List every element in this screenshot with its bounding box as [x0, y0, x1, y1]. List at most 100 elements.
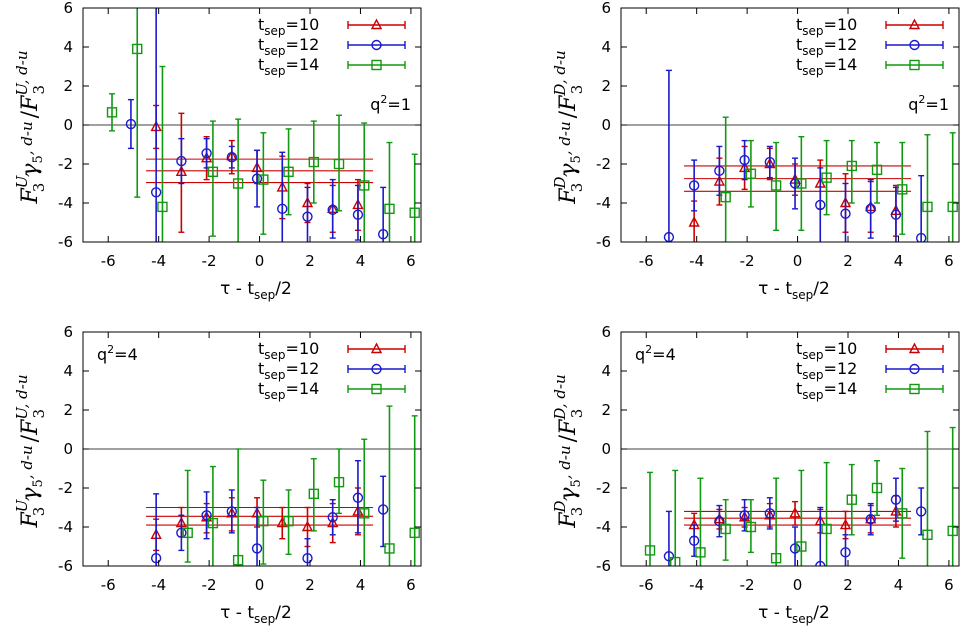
data-point: [277, 151, 288, 242]
marker: [182, 527, 193, 539]
x-tick-label: 0: [255, 576, 265, 594]
data-point: [663, 69, 675, 242]
legend-marker: [909, 363, 920, 375]
data-point: [377, 475, 389, 548]
q2-annotation: q2=4: [97, 343, 138, 364]
x-tick-label: -4: [151, 576, 166, 594]
y-axis-label: FD,3γ5, d-u/FD, d-u3: [551, 50, 586, 204]
marker: [770, 180, 782, 191]
series-t_sep=14: [644, 426, 958, 566]
marker: [258, 174, 269, 185]
x-tick-label: 4: [356, 576, 366, 594]
marker: [915, 506, 927, 517]
marker: [840, 208, 851, 219]
q2-annotation: q2=1: [908, 93, 949, 114]
marker: [789, 506, 801, 518]
series-t_sep=12: [663, 477, 927, 566]
y-tick-label: 6: [601, 323, 611, 341]
data-point: [871, 141, 883, 204]
legend-marker: [371, 383, 382, 395]
legend-label: tsep=10: [796, 15, 857, 38]
data-point: [890, 186, 902, 242]
data-point: [796, 135, 807, 232]
marker: [865, 514, 876, 525]
data-point: [663, 510, 675, 566]
x-tick-label: 0: [255, 252, 265, 270]
marker: [176, 527, 187, 539]
marker: [359, 508, 370, 519]
data-point: [947, 132, 958, 242]
data-point: [377, 186, 389, 242]
legend-label: tsep=12: [258, 359, 319, 382]
data-point: [897, 467, 908, 559]
data-point: [644, 471, 656, 566]
marker: [125, 118, 137, 130]
y-axis-label: FU,3γ5, d-u/FU, d-u3: [13, 51, 48, 205]
axes: -6 -4 -2 0 2 4 6 -6 -4 -2 0 2 4 6: [58, 323, 421, 594]
data-point: [688, 524, 700, 557]
data-point: [409, 415, 420, 566]
data-point: [714, 145, 725, 196]
data-point: [915, 487, 927, 536]
data-point: [207, 465, 219, 566]
marker: [840, 547, 851, 558]
data-point: [745, 499, 757, 554]
marker: [871, 482, 883, 494]
data-point: [915, 174, 927, 242]
marker: [670, 556, 681, 566]
data-point: [796, 469, 807, 566]
marker: [695, 547, 706, 558]
legend-marker: [908, 18, 921, 30]
legend-marker: [371, 39, 382, 51]
marker: [377, 228, 389, 240]
legend-label: tsep=12: [796, 359, 857, 382]
x-tick-label: -2: [740, 252, 755, 270]
panel-3: -6 -4 -2 0 2 4 6 -6 -4 -2 0 2 4 6 τ - tsep/2 FU,3γ5, d-…: [13, 323, 422, 626]
data-point: [384, 405, 395, 566]
y-tick-label: 0: [63, 116, 73, 134]
marker: [688, 180, 700, 191]
q2-annotation: q2=4: [635, 343, 676, 364]
data-point: [745, 139, 757, 208]
marker: [176, 155, 187, 167]
marker: [302, 553, 313, 564]
data-point: [176, 514, 187, 552]
data-point: [258, 479, 269, 565]
marker: [226, 151, 238, 163]
marker: [232, 178, 244, 189]
marker: [796, 178, 807, 189]
marker: [922, 529, 933, 540]
marker: [714, 165, 725, 177]
marker: [714, 515, 725, 527]
data-point: [871, 460, 883, 516]
marker: [150, 187, 162, 198]
data-point: [150, 8, 162, 242]
y-tick-label: 0: [601, 116, 611, 134]
legend-marker: [909, 59, 920, 71]
data-point: [688, 159, 700, 212]
data-point: [409, 153, 420, 242]
data-point: [251, 149, 263, 208]
series-t_sep=14: [720, 116, 958, 242]
data-point: [865, 502, 876, 536]
data-point: [714, 504, 725, 538]
y-tick-label: 0: [601, 440, 611, 458]
marker: [764, 156, 776, 168]
legend-marker: [909, 39, 920, 51]
marker: [897, 508, 908, 519]
marker: [764, 508, 776, 519]
marker: [644, 545, 656, 556]
axes: -6 -4 -2 0 2 4 6 -6 -4 -2 0 2 4 6: [596, 0, 959, 270]
data-point: [157, 65, 168, 242]
y-tick-label: -4: [596, 518, 611, 536]
legend-label: tsep=14: [258, 379, 319, 402]
y-tick-label: 2: [63, 77, 73, 95]
x-tick-label: 4: [356, 252, 366, 270]
panel-2: -6 -4 -2 0 2 4 6 -6 -4 -2 0 2 4 6 τ - tsep/2 FD,3γ5, d-…: [551, 0, 960, 302]
legend-label: tsep=12: [796, 35, 857, 58]
legend-label: tsep=10: [258, 15, 319, 38]
legend-marker: [371, 59, 382, 71]
y-tick-label: 4: [63, 362, 73, 380]
marker: [688, 216, 700, 227]
data-point: [232, 118, 244, 242]
